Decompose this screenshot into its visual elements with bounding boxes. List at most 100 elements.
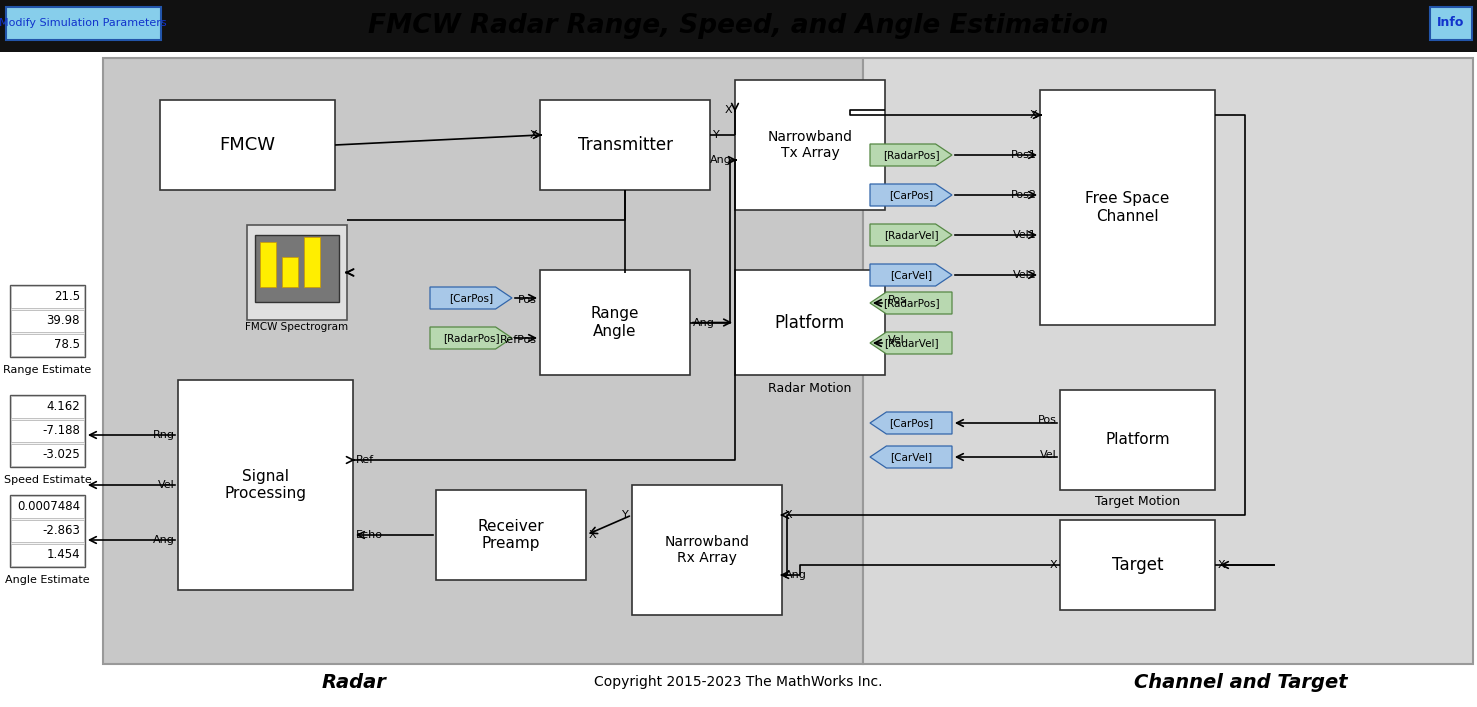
Polygon shape — [870, 224, 953, 246]
Bar — [0, 0, 1477, 52]
Bar — [179, 380, 353, 590]
Text: Rng: Rng — [154, 430, 174, 440]
Text: Range Estimate: Range Estimate — [3, 365, 92, 375]
Polygon shape — [870, 332, 953, 354]
Text: Receiver
Preamp: Receiver Preamp — [477, 519, 545, 551]
Text: Pos: Pos — [888, 295, 907, 305]
Bar — [10, 310, 84, 332]
Text: Vel: Vel — [158, 480, 174, 490]
Text: Ang: Ang — [784, 570, 806, 580]
Text: Vel1: Vel1 — [1013, 230, 1037, 240]
Bar — [10, 444, 84, 466]
Text: Signal
Processing: Signal Processing — [225, 469, 307, 501]
Text: X: X — [724, 105, 733, 115]
Text: [RadarPos]: [RadarPos] — [883, 298, 939, 308]
Text: [CarVel]: [CarVel] — [891, 452, 932, 462]
Polygon shape — [870, 446, 953, 468]
Text: Angle Estimate: Angle Estimate — [6, 575, 90, 585]
Text: Echo: Echo — [356, 530, 383, 540]
Bar — [10, 334, 84, 356]
Bar — [1060, 520, 1216, 610]
Text: 39.98: 39.98 — [46, 315, 80, 327]
Text: Radar Motion: Radar Motion — [768, 382, 852, 395]
Text: X: X — [1219, 560, 1226, 570]
Bar — [10, 286, 84, 308]
Text: Ang: Ang — [154, 535, 174, 545]
Bar — [247, 225, 347, 320]
Text: Target: Target — [1112, 556, 1164, 574]
Bar — [10, 420, 84, 442]
Bar — [304, 237, 321, 287]
Text: X: X — [529, 130, 538, 140]
Text: Free Space
Channel: Free Space Channel — [1086, 192, 1170, 223]
Text: Target Motion: Target Motion — [1094, 496, 1180, 508]
Bar — [1060, 390, 1216, 490]
Text: Copyright 2015-2023 The MathWorks Inc.: Copyright 2015-2023 The MathWorks Inc. — [594, 675, 883, 689]
Text: 21.5: 21.5 — [53, 291, 80, 303]
Text: -2.863: -2.863 — [43, 525, 80, 537]
Bar — [1040, 90, 1216, 325]
Text: [CarPos]: [CarPos] — [889, 418, 933, 428]
Polygon shape — [430, 327, 513, 349]
Text: Ref: Ref — [356, 455, 374, 465]
Bar — [541, 100, 710, 190]
Polygon shape — [870, 144, 953, 166]
Text: Pos: Pos — [518, 295, 538, 305]
Text: Vel: Vel — [888, 335, 905, 345]
Bar — [10, 520, 84, 542]
Text: Vel: Vel — [1040, 450, 1058, 460]
Bar — [160, 100, 335, 190]
Text: Transmitter: Transmitter — [578, 136, 672, 154]
Text: Pos1: Pos1 — [1012, 150, 1037, 160]
Text: [RadarPos]: [RadarPos] — [883, 150, 939, 160]
Text: Channel and Target: Channel and Target — [1134, 672, 1347, 691]
Bar — [260, 242, 276, 287]
Text: Ang: Ang — [710, 155, 733, 165]
Polygon shape — [870, 292, 953, 314]
Text: Pos2: Pos2 — [1010, 190, 1037, 200]
Text: 1.454: 1.454 — [46, 549, 80, 561]
Bar — [10, 544, 84, 566]
Text: Pos: Pos — [1038, 415, 1058, 425]
Text: [CarPos]: [CarPos] — [449, 293, 493, 303]
Bar — [436, 490, 586, 580]
Text: [RadarVel]: [RadarVel] — [883, 338, 938, 348]
Text: X: X — [784, 510, 793, 520]
Polygon shape — [430, 287, 513, 309]
Text: Vel2: Vel2 — [1013, 270, 1037, 280]
Text: RefPos: RefPos — [501, 335, 538, 345]
Bar — [10, 396, 84, 418]
Text: 78.5: 78.5 — [55, 339, 80, 351]
Bar — [10, 395, 86, 467]
Text: Speed Estimate: Speed Estimate — [3, 475, 92, 485]
Bar — [10, 495, 86, 567]
Polygon shape — [870, 184, 953, 206]
Text: Y: Y — [713, 130, 719, 140]
Text: 4.162: 4.162 — [46, 400, 80, 414]
Text: -3.025: -3.025 — [43, 448, 80, 462]
Text: [RadarVel]: [RadarVel] — [883, 230, 938, 240]
Text: Ang: Ang — [693, 317, 715, 327]
Text: FMCW Spectrogram: FMCW Spectrogram — [245, 322, 349, 332]
Bar — [10, 285, 86, 357]
Text: -7.188: -7.188 — [43, 424, 80, 438]
Polygon shape — [870, 412, 953, 434]
Text: X: X — [1029, 110, 1037, 120]
Text: Range
Angle: Range Angle — [591, 306, 640, 339]
Text: [CarPos]: [CarPos] — [889, 190, 933, 200]
Bar — [256, 235, 340, 302]
Text: X: X — [1049, 560, 1058, 570]
Text: [CarVel]: [CarVel] — [891, 270, 932, 280]
Bar — [103, 58, 863, 664]
Bar — [736, 270, 885, 375]
Bar — [10, 496, 84, 518]
Bar — [863, 58, 1473, 664]
Text: Narrowband
Tx Array: Narrowband Tx Array — [768, 130, 852, 160]
Bar — [736, 80, 885, 210]
Text: 0.0007484: 0.0007484 — [16, 501, 80, 513]
Text: Platform: Platform — [1105, 433, 1170, 448]
Bar — [632, 485, 781, 615]
Text: FMCW Radar Range, Speed, and Angle Estimation: FMCW Radar Range, Speed, and Angle Estim… — [368, 13, 1109, 39]
Text: FMCW: FMCW — [220, 136, 276, 154]
Text: Platform: Platform — [775, 313, 845, 332]
